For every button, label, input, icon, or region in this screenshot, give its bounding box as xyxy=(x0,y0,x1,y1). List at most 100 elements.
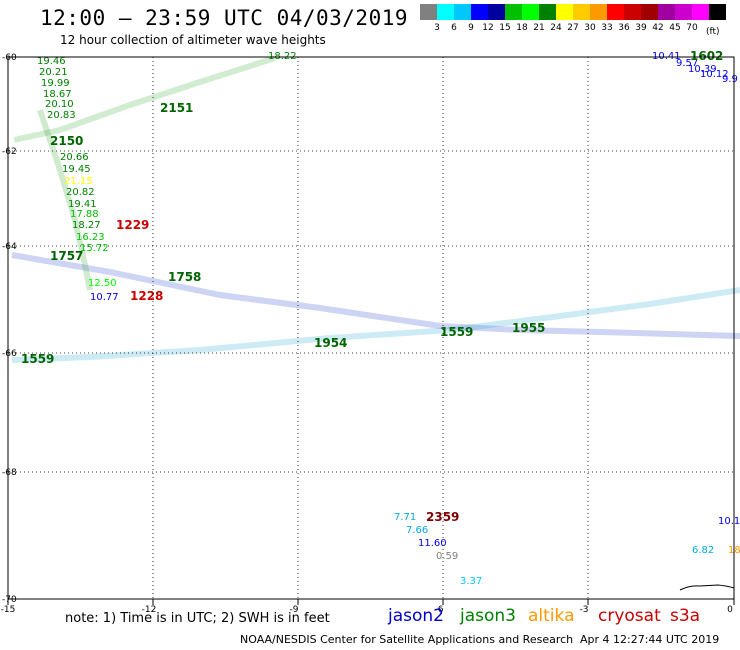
satellite-legend-jason3: jason3 xyxy=(460,606,516,626)
scale-label: 12 xyxy=(482,23,494,33)
page-subtitle: 12 hour collection of altimeter wave hei… xyxy=(60,33,326,47)
page-title: 12:00 – 23:59 UTC 04/03/2019 xyxy=(40,6,409,30)
scale-color-swatch xyxy=(420,4,437,20)
time-label: 2150 xyxy=(50,134,83,148)
wave-height-label: 0.59 xyxy=(436,551,458,562)
time-label: 1757 xyxy=(50,249,83,263)
scale-label: 18 xyxy=(516,23,528,33)
satellite-track xyxy=(11,287,740,363)
wave-height-label: 7.66 xyxy=(406,525,428,536)
wave-height-label: 16.23 xyxy=(76,232,105,243)
satellite-track xyxy=(37,109,93,291)
scale-color-swatch xyxy=(709,4,726,20)
scale-label: 3 xyxy=(434,23,440,33)
scale-label: 30 xyxy=(584,23,596,33)
wave-height-label: 15.72 xyxy=(80,243,109,254)
y-tick-label: -64 xyxy=(2,242,17,252)
satellite-track xyxy=(13,55,276,143)
scale-unit: (ft) xyxy=(706,27,720,37)
scale-color-swatch xyxy=(607,4,624,20)
scale-color-swatch xyxy=(539,4,556,20)
generated-timestamp: Apr 4 12:27:44 UTC 2019 xyxy=(580,633,720,646)
credit-text: NOAA/NESDIS Center for Satellite Applica… xyxy=(240,633,574,646)
scale-label: 39 xyxy=(635,23,647,33)
satellite-legend-altika: altika xyxy=(528,606,575,626)
wave-height-label: 19.46 xyxy=(37,56,66,67)
scale-color-swatch xyxy=(692,4,709,20)
time-label: 2151 xyxy=(160,101,193,115)
time-label: 1954 xyxy=(314,336,347,350)
scale-label: 70 xyxy=(686,23,698,33)
scale-color-swatch xyxy=(454,4,471,20)
x-tick-label: -15 xyxy=(1,605,16,615)
time-label: 1228 xyxy=(130,289,163,303)
wave-height-label: 21.15 xyxy=(64,176,93,187)
scale-color-swatch xyxy=(556,4,573,20)
coastline xyxy=(679,584,735,591)
satellite-legend-cryosat: cryosat xyxy=(598,606,661,626)
footer-note: note: 1) Time is in UTC; 2) SWH is in fe… xyxy=(65,611,330,626)
scale-label: 33 xyxy=(601,23,613,33)
satellite-legend-s3a: s3a xyxy=(670,606,701,626)
scale-color-swatch xyxy=(624,4,641,20)
scale-color-swatch xyxy=(573,4,590,20)
y-tick-label: -66 xyxy=(2,349,17,359)
time-label: 1559 xyxy=(440,325,473,339)
wave-height-label: 7.71 xyxy=(394,512,416,523)
scale-color-swatch xyxy=(641,4,658,20)
x-tick-label: -12 xyxy=(142,605,157,615)
scale-color-swatch xyxy=(590,4,607,20)
wave-height-label: 19.99 xyxy=(41,78,70,89)
y-tick-label: -68 xyxy=(2,468,17,478)
scale-label: 21 xyxy=(533,23,545,33)
time-label: 1602 xyxy=(690,49,723,63)
scale-color-swatch xyxy=(437,4,454,20)
wave-height-label: 10.77 xyxy=(90,292,119,303)
wave-height-label: 18.67 xyxy=(43,89,72,100)
x-tick-label: 0 xyxy=(727,605,733,615)
wave-height-label: 20.82 xyxy=(66,187,95,198)
time-label: 1559 xyxy=(21,352,54,366)
satellite-track xyxy=(11,252,740,339)
time-label: 1229 xyxy=(116,218,149,232)
x-tick-label: -6 xyxy=(435,605,444,615)
scale-label: 27 xyxy=(567,23,579,33)
wave-height-label: 20.21 xyxy=(39,67,68,78)
wave-height-label: 6.82 xyxy=(692,545,714,556)
scale-color-swatch xyxy=(522,4,539,20)
scale-label: 6 xyxy=(451,23,457,33)
wave-height-label: 11.60 xyxy=(418,538,447,549)
wave-height-label: 9.9 xyxy=(722,74,738,85)
scale-label: 42 xyxy=(652,23,664,33)
scale-label: 45 xyxy=(669,23,681,33)
wave-height-label: 10.12 xyxy=(700,69,729,80)
wave-height-label: 10.39 xyxy=(688,64,717,75)
wave-height-label: 18.27 xyxy=(72,220,101,231)
y-tick-label: -62 xyxy=(2,147,17,157)
wave-height-label: 10.1 xyxy=(718,516,740,527)
wave-height-label: 17.88 xyxy=(70,209,99,220)
scale-color-swatch xyxy=(675,4,692,20)
wave-height-label: 20.83 xyxy=(47,110,76,121)
scale-label: 24 xyxy=(550,23,562,33)
wave-height-label: 19.41 xyxy=(68,199,97,210)
scale-color-swatch xyxy=(505,4,522,20)
map-frame xyxy=(7,56,735,600)
scale-color-swatch xyxy=(488,4,505,20)
x-tick-label: -3 xyxy=(580,605,589,615)
wave-height-label: 9.57 xyxy=(676,58,698,69)
time-label: 1955 xyxy=(512,321,545,335)
y-tick-label: -70 xyxy=(2,595,17,605)
time-label: 1758 xyxy=(168,270,201,284)
wave-height-label: 3.37 xyxy=(460,576,482,587)
wave-height-label: 12.50 xyxy=(88,278,117,289)
wave-height-label: 19.45 xyxy=(62,164,91,175)
wave-height-label: 20.10 xyxy=(45,99,74,110)
wave-height-label: 20.66 xyxy=(60,152,89,163)
satellite-tracks xyxy=(11,55,740,363)
scale-label: 15 xyxy=(499,23,511,33)
x-tick-label: -9 xyxy=(290,605,299,615)
scale-color-swatch xyxy=(658,4,675,20)
